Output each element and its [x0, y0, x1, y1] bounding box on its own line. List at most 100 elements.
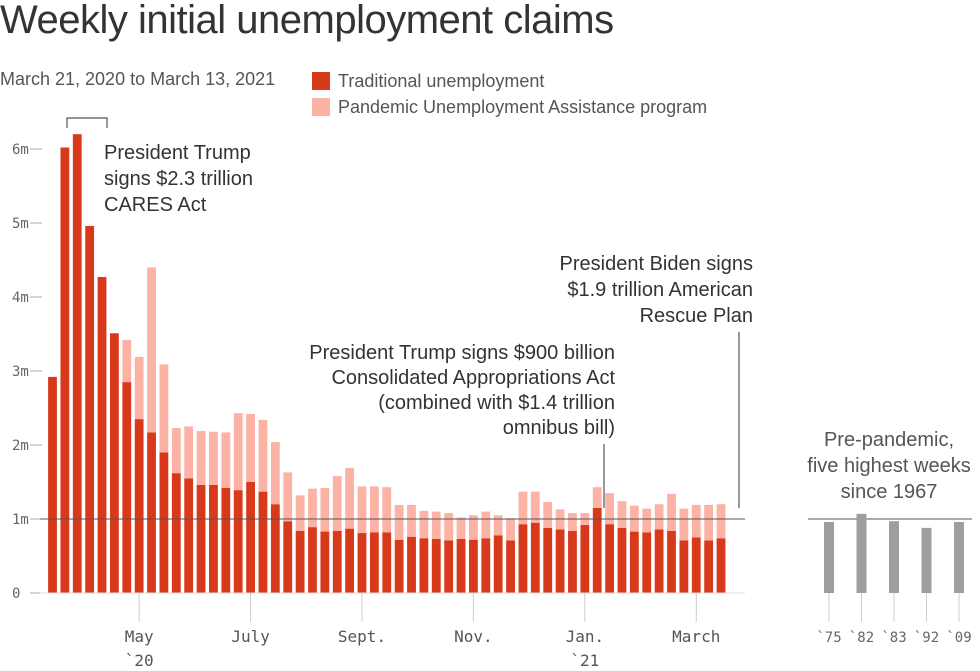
bar-pua	[270, 442, 280, 505]
prepandemic-bar	[824, 521, 834, 593]
y-axis: 0 1m 2m 3m 4m 5m 6m	[12, 142, 42, 602]
y-tick-label: 5m	[12, 216, 29, 232]
bar-pua	[568, 513, 577, 531]
annotation-caa-line3: (combined with $1.4 trillion	[378, 392, 615, 414]
bar-traditional	[382, 532, 392, 593]
bar-pua	[159, 364, 169, 453]
bar-pua	[691, 504, 701, 538]
bar-pua	[469, 515, 478, 540]
bar-traditional	[568, 530, 577, 593]
annotation-cares-line2: signs $2.3 trillion	[104, 168, 253, 190]
bar-traditional	[456, 538, 466, 593]
bar-pua	[246, 413, 255, 482]
bar-pua	[605, 493, 614, 525]
prepandemic-tick-label: `92	[914, 630, 939, 646]
y-tick-label: 3m	[12, 364, 29, 380]
bar-traditional	[407, 536, 416, 593]
bar-pua	[407, 504, 416, 537]
bar-pua	[196, 430, 206, 485]
bar-traditional	[147, 432, 156, 593]
bar-traditional	[679, 540, 689, 593]
bar-pua	[122, 339, 132, 383]
bar-traditional	[716, 538, 726, 593]
bar-traditional	[270, 504, 280, 593]
y-tick-label: 6m	[12, 142, 29, 158]
bar-pua	[369, 486, 379, 533]
prepandemic-tick-label: `82	[849, 630, 874, 646]
bar-traditional	[283, 521, 293, 593]
prepandemic-title-line1: Pre-pandemic,	[824, 429, 954, 451]
bar-traditional	[555, 529, 565, 593]
bar-traditional	[97, 277, 107, 593]
bar-pua	[642, 508, 652, 533]
bar-traditional	[642, 532, 652, 593]
bar-pua	[345, 467, 355, 529]
legend-swatch-pua	[312, 98, 330, 116]
legend-label-traditional: Traditional unemployment	[338, 70, 545, 91]
x-tick-label: Sept.	[338, 627, 386, 646]
legend-swatch-traditional	[312, 72, 330, 90]
bar-pua	[456, 517, 466, 539]
bar-traditional	[320, 531, 330, 593]
bar-pua	[184, 426, 194, 479]
bar-traditional	[444, 540, 454, 593]
bar-traditional	[506, 540, 515, 593]
chart-title: Weekly initial unemployment claims	[0, 0, 614, 42]
x-tick-label: July	[231, 627, 270, 646]
prepandemic-tick-label: `75	[816, 630, 841, 646]
bar-traditional	[469, 539, 478, 593]
annotation-arp-line2: $1.9 trillion American	[567, 279, 753, 301]
prepandemic-title-line2: five highest weeks	[807, 455, 970, 477]
x-tick-sublabel: `20	[125, 651, 154, 670]
bar-traditional	[691, 537, 701, 593]
prepandemic-bar	[856, 513, 867, 593]
bar-pua	[134, 356, 144, 420]
bar-traditional	[60, 147, 70, 593]
annotation-cares-line1: President Trump	[104, 142, 251, 164]
bar-pua	[543, 501, 553, 528]
bar-pua	[357, 486, 367, 534]
annotation-caa-line4: omnibus bill)	[503, 417, 615, 439]
bar-traditional	[605, 524, 614, 593]
bar-traditional	[394, 539, 404, 593]
bar-pua	[444, 513, 454, 541]
bar-traditional	[481, 538, 491, 593]
bar-pua	[530, 491, 540, 523]
prepandemic-tick-label: `83	[881, 630, 906, 646]
x-tick-label: May	[125, 627, 154, 646]
bar-pua	[419, 510, 429, 539]
x-tick-sublabel: `21	[570, 651, 599, 670]
bar-pua	[716, 504, 726, 539]
bar-traditional	[221, 487, 231, 593]
bar-pua	[332, 476, 342, 531]
annotation-cares-line3: CARES Act	[104, 194, 207, 216]
bar-traditional	[369, 532, 379, 593]
bar-traditional	[704, 540, 714, 593]
bar-traditional	[233, 490, 243, 593]
annotation-arp-line3: Rescue Plan	[640, 305, 753, 327]
prepandemic-bar	[954, 521, 964, 593]
bar-traditional	[196, 484, 206, 593]
chart-subtitle: March 21, 2020 to March 13, 2021	[0, 69, 276, 89]
y-tick-label: 4m	[12, 290, 29, 306]
bar-traditional	[85, 225, 95, 593]
bar-traditional	[580, 524, 590, 593]
bar-pua	[283, 472, 293, 522]
bar-traditional	[431, 538, 441, 593]
bar-pua	[308, 488, 317, 528]
bar-pua	[667, 493, 676, 531]
bar-pua	[518, 491, 528, 525]
x-tick-label: Jan.	[566, 627, 605, 646]
bar-traditional	[530, 522, 540, 593]
prepandemic-bar	[921, 527, 932, 593]
x-tick-label: March	[672, 627, 720, 646]
bar-traditional	[518, 524, 528, 593]
prepandemic-bar	[889, 521, 899, 593]
bar-traditional	[419, 538, 429, 593]
bar-traditional	[72, 134, 82, 593]
prepandemic-tick-label: `09	[946, 630, 971, 646]
bar-pua	[147, 267, 156, 433]
bar-pua	[654, 504, 664, 530]
bar-pua	[592, 487, 602, 508]
bar-pua	[679, 508, 689, 541]
